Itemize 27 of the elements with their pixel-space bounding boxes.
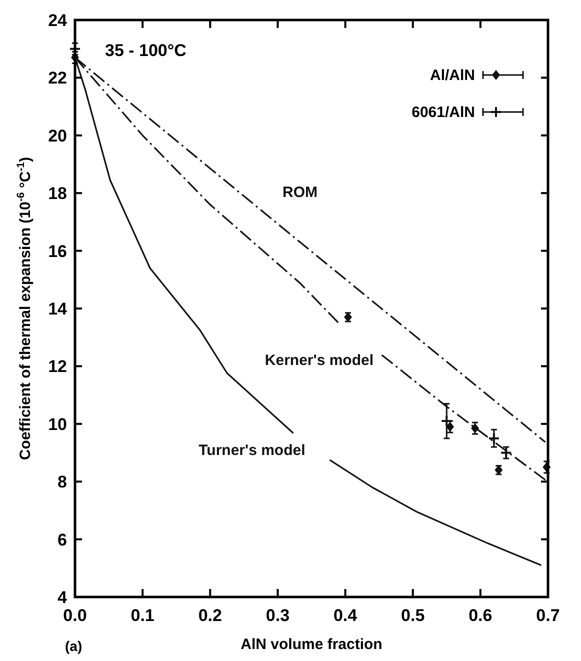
series-label: ROM xyxy=(282,184,318,202)
text: (a) xyxy=(65,638,82,654)
x-tick-label: 0.2 xyxy=(198,606,222,625)
y-tick-label: 6 xyxy=(58,530,67,550)
y-tick-label: 16 xyxy=(48,242,67,261)
y-tick-label: 10 xyxy=(48,414,67,434)
y-tick-label: 4 xyxy=(58,588,68,607)
legend-label: Al/AlN xyxy=(430,67,475,84)
y-tick-label: 20 xyxy=(48,126,67,146)
y-tick-label: 22 xyxy=(48,68,67,88)
legend-label: 6061/AlN xyxy=(412,104,475,121)
x-tick-label: 0.4 xyxy=(333,606,358,625)
y-tick-label: 8 xyxy=(58,472,67,492)
y-tick-label: 14 xyxy=(48,300,68,318)
series-label: Turner's model xyxy=(198,442,306,460)
x-tick-label: 0.7 xyxy=(536,606,560,625)
x-axis-title: AlN volume fraction xyxy=(240,636,382,653)
series-label: Kerner's model xyxy=(264,352,374,369)
x-tick-label: 0.1 xyxy=(130,606,154,625)
x-tick-label: 0.3 xyxy=(266,606,290,625)
x-tick-label: 0.6 xyxy=(468,606,492,625)
x-tick-label: 0.5 xyxy=(401,606,425,625)
y-tick-label: 12 xyxy=(48,357,67,376)
x-tick-label: 0.0 xyxy=(63,606,87,625)
y-tick-label: 18 xyxy=(48,184,67,204)
y-tick-label: 24 xyxy=(48,11,68,30)
annotation: 35 - 100°C xyxy=(105,41,186,60)
